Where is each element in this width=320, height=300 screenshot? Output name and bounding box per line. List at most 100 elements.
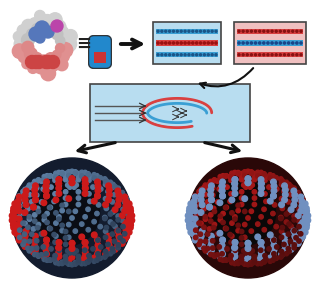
Circle shape: [115, 202, 121, 208]
Circle shape: [103, 182, 108, 187]
Circle shape: [83, 261, 87, 266]
Circle shape: [39, 253, 44, 257]
Circle shape: [268, 172, 272, 177]
Circle shape: [56, 191, 62, 197]
Circle shape: [118, 236, 122, 240]
Circle shape: [202, 185, 206, 190]
Circle shape: [232, 240, 238, 245]
Circle shape: [184, 42, 186, 44]
Circle shape: [245, 246, 251, 251]
Circle shape: [53, 197, 59, 203]
Circle shape: [69, 246, 75, 251]
Circle shape: [60, 228, 64, 233]
Circle shape: [12, 158, 132, 278]
Circle shape: [39, 15, 55, 30]
Circle shape: [197, 221, 201, 225]
Circle shape: [69, 246, 75, 251]
Circle shape: [259, 54, 261, 56]
Text: ≡: ≡: [76, 35, 92, 53]
Circle shape: [56, 58, 68, 71]
Circle shape: [12, 215, 18, 221]
Bar: [153, 22, 221, 64]
Circle shape: [103, 177, 107, 181]
Circle shape: [53, 178, 57, 182]
Circle shape: [271, 242, 277, 248]
Circle shape: [252, 190, 257, 194]
Bar: [156, 28, 218, 34]
Circle shape: [220, 251, 225, 257]
Circle shape: [23, 202, 29, 208]
Circle shape: [157, 30, 159, 32]
Circle shape: [76, 258, 81, 262]
Circle shape: [123, 227, 129, 233]
Circle shape: [188, 215, 194, 221]
Circle shape: [192, 194, 198, 200]
Circle shape: [42, 56, 54, 68]
Circle shape: [221, 211, 225, 216]
Circle shape: [298, 222, 304, 228]
Circle shape: [41, 66, 56, 81]
Circle shape: [80, 261, 84, 266]
Circle shape: [292, 243, 296, 247]
Circle shape: [245, 246, 251, 251]
Circle shape: [245, 176, 251, 182]
Circle shape: [212, 179, 216, 183]
Circle shape: [263, 42, 265, 44]
Circle shape: [73, 171, 77, 175]
Circle shape: [80, 235, 84, 239]
Circle shape: [219, 183, 225, 189]
Circle shape: [243, 170, 247, 174]
Circle shape: [246, 54, 248, 56]
Circle shape: [198, 210, 204, 215]
Circle shape: [236, 170, 240, 175]
Circle shape: [103, 179, 108, 184]
Circle shape: [55, 44, 65, 52]
Circle shape: [188, 201, 194, 207]
Circle shape: [44, 194, 48, 198]
Circle shape: [76, 254, 81, 259]
Circle shape: [255, 234, 260, 240]
Circle shape: [288, 207, 294, 212]
Circle shape: [236, 172, 240, 176]
Circle shape: [60, 170, 64, 175]
Circle shape: [57, 43, 73, 58]
Circle shape: [49, 61, 59, 71]
Circle shape: [225, 247, 229, 251]
Circle shape: [248, 251, 252, 255]
Circle shape: [54, 234, 58, 238]
Circle shape: [52, 257, 56, 262]
Circle shape: [244, 185, 248, 189]
Circle shape: [236, 203, 240, 208]
Circle shape: [238, 54, 240, 56]
Circle shape: [300, 30, 302, 32]
Circle shape: [96, 180, 100, 184]
Circle shape: [283, 187, 288, 193]
Circle shape: [255, 257, 260, 263]
Circle shape: [275, 30, 277, 32]
Circle shape: [49, 185, 53, 189]
FancyBboxPatch shape: [89, 36, 111, 68]
Circle shape: [224, 205, 228, 210]
Circle shape: [76, 174, 81, 178]
Circle shape: [271, 179, 276, 185]
Circle shape: [41, 254, 47, 259]
Circle shape: [188, 158, 308, 278]
Circle shape: [92, 198, 97, 204]
Circle shape: [224, 226, 228, 231]
Circle shape: [296, 218, 300, 223]
Circle shape: [282, 189, 286, 194]
Circle shape: [21, 221, 25, 225]
Circle shape: [299, 200, 303, 204]
Circle shape: [242, 183, 246, 187]
Circle shape: [219, 188, 225, 194]
Circle shape: [302, 204, 307, 209]
Circle shape: [232, 185, 237, 191]
Circle shape: [287, 182, 291, 187]
Circle shape: [16, 222, 22, 228]
Circle shape: [126, 201, 132, 207]
Circle shape: [288, 54, 290, 56]
Circle shape: [242, 249, 246, 253]
Bar: [156, 40, 218, 46]
Circle shape: [298, 194, 304, 200]
Circle shape: [42, 231, 46, 236]
